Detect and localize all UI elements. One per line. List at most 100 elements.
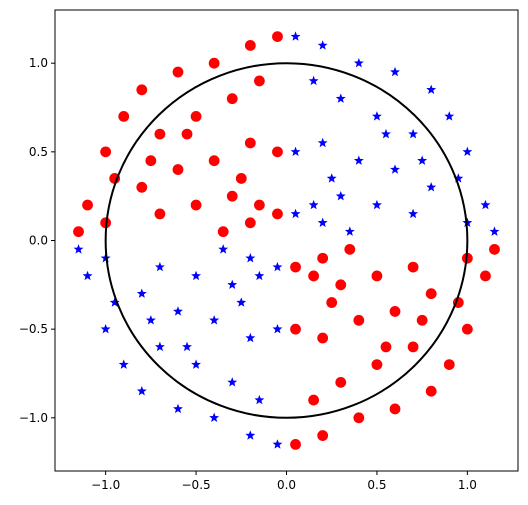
scatter-point-blue — [480, 199, 491, 210]
scatter-point-red — [226, 93, 238, 105]
scatter-point-red — [100, 146, 112, 158]
scatter-point-red — [235, 173, 247, 184]
x-tick-label: −1.0 — [91, 478, 120, 492]
y-axis: −1.0 −0.5 0.0 0.5 1.0 — [19, 56, 55, 425]
scatter-point-red — [407, 341, 419, 353]
scatter-point-red — [353, 412, 365, 424]
y-tick-label: 1.0 — [29, 56, 48, 70]
overlay-layer — [104, 62, 469, 419]
scatter-point-red — [389, 306, 401, 317]
y-tick-label: 0.5 — [29, 145, 48, 159]
scatter-point-red — [335, 279, 347, 291]
scatter-point-red — [290, 261, 301, 273]
scatter-point-red — [154, 128, 166, 140]
scatter-point-blue — [371, 199, 382, 210]
scatter-point-red — [353, 314, 365, 326]
scatter-point-blue — [191, 359, 202, 369]
scatter-point-red — [208, 155, 220, 167]
scatter-point-red — [181, 128, 193, 140]
scatter-point-red — [308, 270, 320, 282]
scatter-point-blue — [462, 146, 473, 157]
scatter-point-blue — [173, 403, 183, 414]
scatter-point-red — [244, 217, 256, 229]
scatter-point-red — [425, 385, 437, 397]
scatter-point-blue — [408, 128, 419, 139]
scatter-point-blue — [453, 173, 464, 183]
scatter-point-blue — [290, 146, 301, 157]
scatter-point-red — [290, 323, 301, 335]
scatter-point-red — [208, 57, 220, 69]
scatter-point-blue — [236, 297, 247, 307]
scatter-point-blue — [73, 244, 84, 254]
scatter-point-blue — [426, 182, 437, 192]
scatter-point-red — [145, 155, 157, 167]
scatter-point-blue — [335, 190, 346, 201]
scatter-point-blue — [245, 430, 256, 440]
scatter-point-blue — [317, 217, 328, 227]
scatter-point-blue — [227, 279, 238, 290]
scatter-point-red — [136, 181, 148, 193]
scatter-point-blue — [272, 261, 283, 272]
scatter-point-red — [190, 110, 202, 122]
scatter-point-blue — [245, 253, 256, 263]
scatter-point-blue — [154, 261, 165, 272]
scatter-point-red — [172, 164, 184, 175]
scatter-point-blue — [381, 128, 391, 139]
points-layer — [73, 31, 500, 450]
scatter-point-red — [226, 190, 238, 202]
scatter-point-red — [253, 199, 265, 211]
scatter-point-red — [335, 376, 347, 388]
scatter-point-red — [217, 226, 229, 238]
scatter-point-blue — [317, 40, 328, 50]
scatter-point-blue — [218, 244, 229, 254]
scatter-point-blue — [290, 31, 301, 41]
scatter-point-red — [244, 40, 256, 51]
scatter-point-blue — [444, 111, 455, 121]
scatter-point-blue — [209, 412, 220, 423]
scatter-point-red — [272, 31, 283, 42]
scatter-point-red — [136, 84, 148, 96]
scatter-point-red — [489, 243, 500, 255]
scatter-point-red — [172, 66, 184, 78]
scatter-point-red — [407, 261, 419, 273]
scatter-point-blue — [254, 270, 265, 281]
scatter-point-blue — [118, 359, 129, 369]
scatter-point-blue — [489, 226, 500, 236]
scatter-point-blue — [317, 137, 328, 148]
scatter-point-red — [317, 430, 329, 441]
scatter-point-blue — [245, 332, 256, 343]
scatter-point-blue — [426, 84, 437, 94]
scatter-point-red — [308, 394, 320, 406]
scatter-point-blue — [326, 173, 337, 183]
scatter-point-blue — [109, 297, 120, 307]
scatter-point-red — [272, 146, 283, 158]
scatter-point-blue — [136, 386, 147, 396]
scatter-point-blue — [227, 377, 238, 387]
scatter-point-blue — [82, 270, 93, 281]
scatter-point-blue — [390, 66, 400, 77]
x-tick-label: 0.5 — [367, 478, 386, 492]
scatter-point-red — [371, 270, 383, 282]
scatter-point-red — [461, 323, 473, 335]
scatter-point-red — [317, 332, 329, 344]
scatter-point-blue — [353, 155, 364, 165]
scatter-point-blue — [344, 226, 355, 236]
scatter-point-red — [118, 110, 130, 122]
scatter-point-red — [82, 199, 93, 211]
scatter-point-red — [389, 403, 401, 415]
x-tick-label: −0.5 — [182, 478, 211, 492]
scatter-point-blue — [308, 75, 319, 86]
scatter-point-blue — [136, 288, 147, 298]
scatter-point-red — [380, 341, 392, 353]
scatter-point-red — [326, 297, 338, 308]
scatter-point-red — [344, 243, 356, 255]
scatter-point-blue — [353, 57, 364, 68]
x-tick-label: 0.0 — [277, 478, 296, 492]
scatter-point-red — [480, 270, 491, 282]
scatter-point-blue — [335, 93, 346, 103]
scatter-point-red — [73, 226, 84, 238]
scatter-point-red — [154, 208, 166, 220]
scatter-point-blue — [254, 394, 265, 405]
scatter-point-red — [371, 359, 383, 371]
